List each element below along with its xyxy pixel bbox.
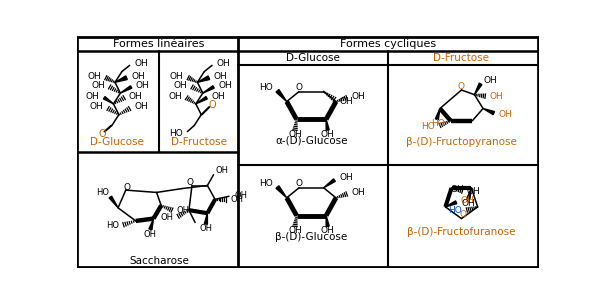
Text: OH: OH — [461, 199, 475, 208]
Text: D-Fructose: D-Fructose — [171, 137, 227, 147]
Text: OH: OH — [235, 191, 247, 200]
Text: OH: OH — [230, 195, 244, 204]
Polygon shape — [467, 188, 472, 199]
Polygon shape — [483, 108, 494, 115]
Text: HO: HO — [106, 221, 119, 230]
Text: β-(D)-Glucose: β-(D)-Glucose — [275, 232, 347, 242]
Text: O: O — [98, 129, 106, 139]
Text: OH: OH — [134, 102, 148, 111]
Text: HO: HO — [431, 119, 445, 129]
Text: OH: OH — [176, 206, 190, 216]
Polygon shape — [149, 219, 154, 230]
Text: OH: OH — [339, 97, 353, 106]
Text: O: O — [124, 182, 131, 191]
Text: OH: OH — [90, 102, 103, 111]
Text: Formes cycliques: Formes cycliques — [340, 39, 436, 49]
Text: OH: OH — [450, 185, 464, 194]
Text: OH: OH — [461, 196, 475, 205]
Text: OH: OH — [288, 226, 302, 235]
Text: OH: OH — [91, 81, 105, 90]
Polygon shape — [323, 179, 335, 188]
Polygon shape — [203, 86, 214, 93]
Text: O: O — [296, 83, 302, 92]
Text: HO: HO — [259, 179, 273, 188]
Text: OH: OH — [214, 72, 227, 81]
Text: OH: OH — [161, 213, 173, 222]
Polygon shape — [205, 213, 208, 224]
Polygon shape — [103, 97, 113, 104]
Text: OH: OH — [85, 92, 99, 101]
Polygon shape — [326, 216, 329, 227]
Text: HO: HO — [448, 206, 462, 215]
Text: OH: OH — [339, 173, 353, 182]
Text: β-(D)-Fructopyranose: β-(D)-Fructopyranose — [406, 137, 517, 147]
Text: β-(D)-Fructofuranose: β-(D)-Fructofuranose — [407, 228, 516, 237]
Text: OH: OH — [173, 81, 187, 90]
Polygon shape — [475, 83, 482, 95]
Text: OH: OH — [215, 166, 228, 175]
Text: OH: OH — [129, 92, 143, 101]
Text: OH: OH — [211, 92, 225, 101]
Text: OH: OH — [490, 92, 503, 101]
Text: Saccharose: Saccharose — [129, 256, 189, 266]
Text: OH: OH — [484, 76, 497, 85]
Text: OH: OH — [352, 188, 365, 197]
Text: OH: OH — [499, 110, 512, 119]
Text: OH: OH — [131, 72, 145, 81]
Polygon shape — [109, 196, 118, 208]
Text: HO: HO — [259, 83, 273, 92]
Text: O: O — [460, 210, 467, 219]
Text: OH: OH — [288, 130, 302, 139]
Text: O: O — [296, 179, 302, 188]
Text: D-Fructose: D-Fructose — [433, 53, 490, 63]
Text: O: O — [209, 100, 217, 110]
Polygon shape — [121, 86, 132, 93]
Text: Formes linéaires: Formes linéaires — [113, 39, 205, 49]
Polygon shape — [326, 119, 329, 130]
Polygon shape — [445, 201, 457, 207]
Polygon shape — [436, 108, 440, 120]
Polygon shape — [196, 97, 208, 104]
Text: OH: OH — [467, 187, 481, 196]
Text: O: O — [187, 178, 194, 187]
Text: OH: OH — [144, 229, 157, 238]
Text: OH: OH — [136, 81, 149, 90]
Text: OH: OH — [321, 226, 335, 235]
Text: OH: OH — [199, 224, 212, 233]
Polygon shape — [276, 89, 287, 101]
Polygon shape — [115, 76, 127, 82]
Text: D-Glucose: D-Glucose — [89, 137, 143, 147]
Text: D-Glucose: D-Glucose — [286, 53, 340, 63]
Polygon shape — [276, 186, 287, 198]
Text: OH: OH — [352, 92, 365, 101]
Text: OH: OH — [168, 92, 182, 101]
Text: OH: OH — [134, 59, 148, 68]
Text: OH: OH — [321, 130, 335, 139]
Text: OH: OH — [170, 72, 184, 81]
Text: HO: HO — [169, 129, 183, 138]
Text: OH: OH — [218, 81, 232, 90]
Polygon shape — [197, 76, 209, 82]
Text: HO: HO — [96, 188, 109, 197]
Text: α-(D)-Glucose: α-(D)-Glucose — [275, 136, 347, 146]
Text: O: O — [458, 82, 465, 91]
Text: OH: OH — [88, 72, 101, 81]
Text: HO: HO — [422, 123, 436, 132]
Text: OH: OH — [217, 59, 230, 68]
